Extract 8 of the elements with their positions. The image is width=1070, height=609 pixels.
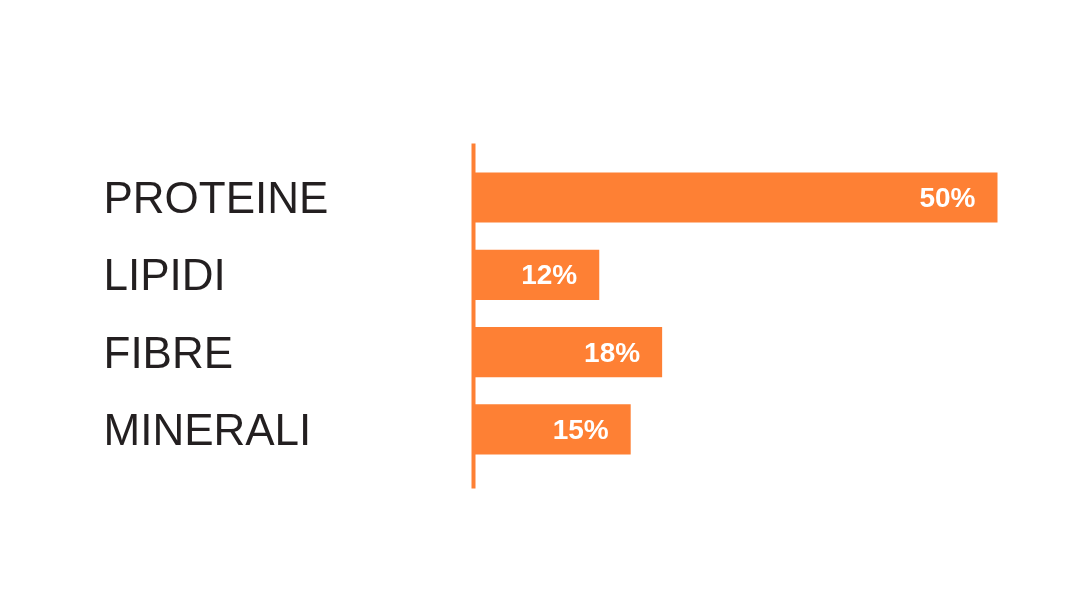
data-label: 12% <box>521 259 578 291</box>
y-tick-label: FIBRE <box>103 327 234 377</box>
y-tick-label: LIPIDI <box>103 250 226 300</box>
data-label: 50% <box>919 182 976 213</box>
y-tick-label: MINERALI <box>103 404 312 454</box>
y-tick-label: PROTEINE <box>103 173 329 222</box>
data-label: 18% <box>584 336 641 368</box>
data-label: 15% <box>552 413 609 445</box>
